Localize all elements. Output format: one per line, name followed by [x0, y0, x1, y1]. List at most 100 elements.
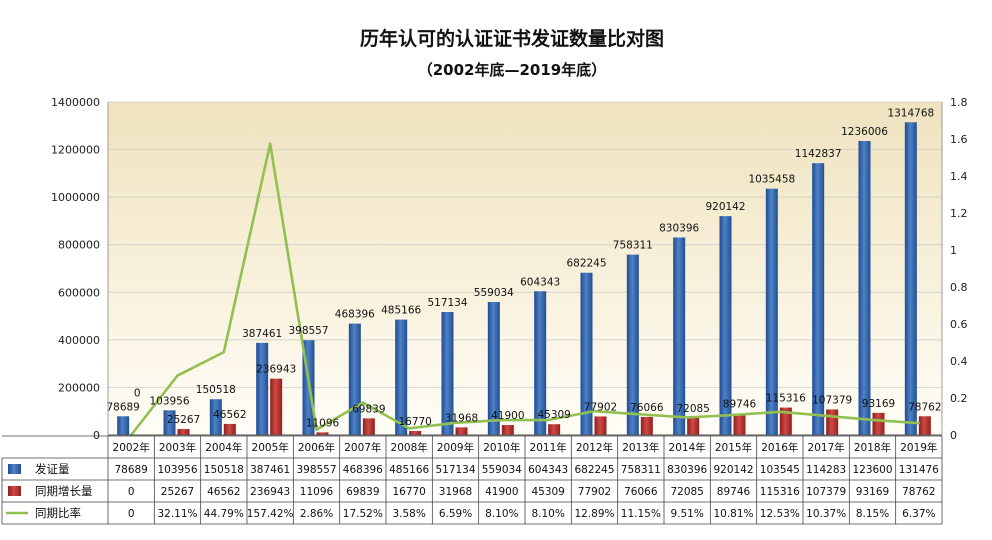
x-tick-label: 2016年 — [761, 441, 798, 454]
data-table: 2002年 2003年 2004年 2005年 2006年 2007年 2008年 2009年… — [1, 435, 943, 525]
bar-growth — [872, 412, 885, 435]
bar-issued-label: 150518 — [196, 384, 236, 396]
bar-issued — [765, 188, 778, 435]
bar-growth — [594, 416, 607, 435]
ratio-point — [824, 414, 828, 418]
data-labels: 78689 0 103956 25267 150518 46562 387461 236943… — [106, 107, 941, 429]
ratio-line-path — [130, 142, 919, 436]
bar-issued — [487, 302, 500, 435]
table-cell: 107379 — [806, 486, 846, 498]
y-left-tick-label: 1400000 — [51, 96, 100, 109]
bar-issued — [209, 399, 222, 435]
ratio-point — [315, 428, 318, 431]
bar-growth-label: 0 — [134, 387, 141, 399]
table-cell: 10.81% — [713, 508, 753, 520]
x-tick-label: 2006年 — [298, 441, 335, 454]
bar-issued-label: 1035458 — [748, 174, 795, 186]
y-right-tick-label: 1.8 — [950, 96, 968, 109]
table-cell: 31968 — [439, 486, 472, 498]
legend-swatch — [8, 464, 21, 474]
bar-growth-label: 115316 — [766, 393, 806, 405]
y-left-tick-label: 1000000 — [51, 191, 100, 204]
table-cell: 0 — [128, 508, 135, 520]
table-cell: 6.37% — [902, 508, 935, 520]
x-tick-label: 2018年 — [854, 441, 891, 454]
table-cell: 150518 — [204, 464, 244, 476]
y-right-tick-label: 0 — [950, 429, 957, 442]
ratio-point — [917, 422, 921, 425]
bar-growth — [362, 418, 375, 435]
legend-label: 同期增长量 — [35, 484, 93, 498]
table-cell: 44.79% — [204, 508, 244, 520]
right-axis-ticks: 0 0.2 0.4 0.6 0.8 1 1.2 1.4 1.6 1.8 — [950, 96, 968, 442]
table-cell: 3.58% — [392, 508, 425, 520]
ratio-point — [732, 413, 735, 417]
x-tick-label: 2017年 — [808, 441, 845, 454]
bar-issued — [626, 254, 639, 435]
table-cell: 32.11% — [157, 508, 197, 520]
y-left-tick-label: 600000 — [58, 286, 100, 299]
bar-growth — [455, 427, 468, 435]
bar-growth — [501, 425, 514, 435]
bar-growth — [779, 407, 792, 435]
table-cell: 114283 — [806, 464, 846, 476]
x-tick-label: 2005年 — [252, 441, 289, 454]
bar-growth-label: 31968 — [445, 412, 478, 424]
bar-growth-label: 78762 — [908, 401, 941, 413]
bar-growth — [733, 413, 746, 435]
bar-growth-label: 72085 — [676, 403, 709, 415]
table-cell: 517134 — [435, 464, 475, 476]
ratio-point — [778, 410, 782, 414]
bar-issued — [117, 416, 130, 435]
table-cell: 12.53% — [760, 508, 800, 520]
x-tick-label: 2004年 — [205, 441, 242, 454]
x-tick-label: 2009年 — [437, 441, 474, 454]
table-cell: 920142 — [713, 464, 753, 476]
ratio-point — [268, 142, 272, 145]
bar-growth — [826, 409, 839, 435]
bar-growth-label: 45309 — [537, 409, 570, 421]
table-cell: 72085 — [670, 486, 703, 498]
ratio-point — [593, 409, 596, 413]
bar-issued-label: 398557 — [288, 325, 328, 337]
x-tick-label: 2010年 — [483, 441, 520, 454]
bar-issued — [163, 410, 176, 435]
x-tick-label: 2002年 — [113, 441, 150, 454]
bar-growth-label: 46562 — [213, 409, 246, 421]
ratio-point — [871, 418, 874, 422]
ratio-line — [129, 142, 921, 437]
legend-swatch — [8, 486, 21, 496]
ratio-point — [176, 374, 179, 377]
bar-growth-label: 76066 — [630, 402, 664, 414]
bar-growth — [270, 378, 283, 435]
ratio-point — [407, 427, 411, 430]
table-cell: 103545 — [760, 464, 800, 476]
bar-issued-label: 517134 — [427, 297, 467, 309]
table-cell: 103956 — [157, 464, 197, 476]
bar-growth — [409, 431, 422, 435]
chart-title: 历年认可的认证证书发证数量比对图 — [360, 27, 664, 50]
chart-subtitle: （2002年底—2019年底） — [418, 61, 607, 79]
table-cell: 69839 — [346, 486, 379, 498]
x-tick-label: 2012年 — [576, 441, 613, 454]
table-cell: 157.42% — [247, 508, 294, 520]
ratio-point — [639, 413, 643, 416]
bars — [117, 122, 931, 435]
bar-growth — [640, 416, 653, 435]
table-cell: 6.59% — [439, 508, 472, 520]
table-cell: 0 — [128, 486, 135, 498]
x-tick-label: 2014年 — [669, 441, 706, 454]
bar-growth — [223, 423, 236, 435]
table-cell: 468396 — [343, 464, 383, 476]
bar-issued-label: 604343 — [520, 276, 560, 288]
table-cell: 78689 — [114, 464, 147, 476]
x-tick-label: 2015年 — [715, 441, 752, 454]
x-tick-label: 2019年 — [900, 441, 937, 454]
ratio-point — [500, 418, 504, 422]
bar-issued — [580, 272, 593, 435]
table-cell: 11.15% — [621, 508, 661, 520]
ratio-point — [546, 418, 550, 422]
bar-issued-label: 468396 — [335, 309, 375, 321]
bar-issued-label: 1236006 — [841, 126, 888, 138]
